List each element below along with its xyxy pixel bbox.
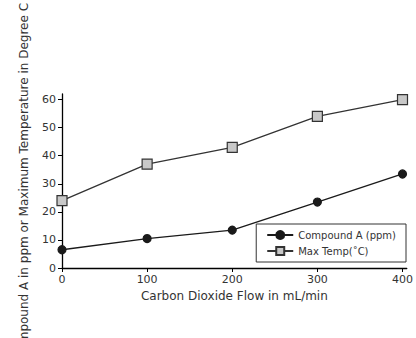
svg-text:Compound A (ppm): Compound A (ppm) [298, 230, 396, 241]
svg-text:50: 50 [42, 121, 56, 134]
svg-text:100: 100 [137, 273, 158, 286]
svg-text:400: 400 [392, 273, 413, 286]
svg-text:0: 0 [49, 262, 56, 275]
svg-text:0: 0 [59, 273, 66, 286]
svg-text:300: 300 [307, 273, 328, 286]
svg-text:Max Temp(˚C): Max Temp(˚C) [298, 246, 368, 257]
svg-text:20: 20 [42, 205, 56, 218]
svg-text:Carbon Dioxide Flow in mL/min: Carbon Dioxide Flow in mL/min [141, 289, 328, 303]
svg-text:60: 60 [42, 93, 56, 106]
svg-text:30: 30 [42, 177, 56, 190]
svg-text:Compound A in ppm or Maximum T: Compound A in ppm or Maximum Temperature… [17, 3, 31, 338]
svg-text:10: 10 [42, 233, 56, 246]
svg-text:40: 40 [42, 149, 56, 162]
svg-text:200: 200 [222, 273, 243, 286]
